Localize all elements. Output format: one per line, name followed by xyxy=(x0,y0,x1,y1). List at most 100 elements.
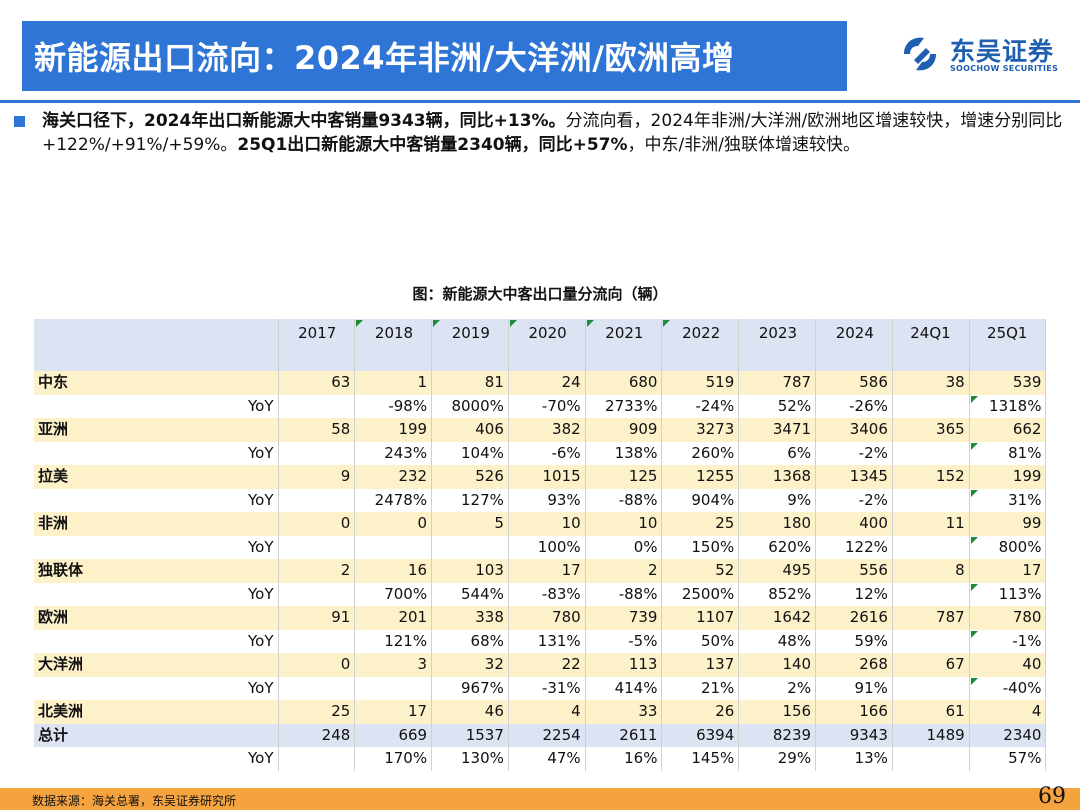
volume-cell: 519 xyxy=(661,371,740,395)
volume-cell: 46 xyxy=(431,700,509,724)
yoy-cell xyxy=(278,535,356,559)
yoy-cell: 52% xyxy=(738,394,817,418)
yoy-cell: -88% xyxy=(585,488,663,512)
cell-marker-icon xyxy=(970,677,978,685)
volume-cell: 9 xyxy=(278,465,356,489)
yoy-spacer xyxy=(34,488,130,512)
yoy-cell xyxy=(892,676,970,700)
region-name: 亚洲 xyxy=(34,418,279,442)
yoy-label: YoY xyxy=(130,441,279,465)
header-year-label: 2019 xyxy=(451,324,490,342)
volume-cell: 58 xyxy=(278,418,356,442)
region-row: 中东 63 1 81 24 680 519 787 586 38 539 xyxy=(34,371,1047,395)
yoy-cell: 93% xyxy=(508,488,586,512)
header-year: 2020 xyxy=(508,319,586,371)
yoy-value: -1% xyxy=(1012,631,1042,650)
header-year-label: 2017 xyxy=(298,324,337,342)
volume-cell: 1 xyxy=(354,371,433,395)
cell-marker-icon xyxy=(509,320,517,327)
header-year-label: 24Q1 xyxy=(910,324,951,342)
yoy-row: YoY 700% 544% -83% -88% 2500% 852% 12% 113% xyxy=(34,582,1047,606)
volume-cell: 201 xyxy=(354,606,433,630)
volume-cell: 3406 xyxy=(815,418,893,442)
yoy-cell: 8000% xyxy=(431,394,509,418)
header-empty-cell xyxy=(34,319,279,371)
yoy-cell: 414% xyxy=(585,676,663,700)
volume-cell: 25 xyxy=(278,700,356,724)
yoy-cell: 260% xyxy=(661,441,740,465)
volume-cell: 4 xyxy=(969,700,1047,724)
region-row: 欧洲 91 201 338 780 739 1107 1642 2616 787 780 xyxy=(34,606,1047,630)
yoy-cell: 113% xyxy=(969,582,1047,606)
title-bar: 新能源出口流向：2024年非洲/大洋洲/欧洲高增 xyxy=(22,21,847,91)
yoy-cell: 47% xyxy=(508,747,586,771)
volume-cell: 586 xyxy=(815,371,893,395)
volume-cell: 2 xyxy=(278,559,356,583)
yoy-cell xyxy=(431,535,509,559)
header-year-label: 25Q1 xyxy=(987,324,1028,342)
volume-cell: 22 xyxy=(508,653,586,677)
volume-cell: 780 xyxy=(969,606,1047,630)
region-row: 北美洲 25 17 46 4 33 26 156 166 61 4 xyxy=(34,700,1047,724)
volume-cell: 669 xyxy=(354,723,433,747)
volume-cell: 909 xyxy=(585,418,663,442)
yoy-cell: -40% xyxy=(969,676,1047,700)
yoy-cell: -70% xyxy=(508,394,586,418)
volume-cell: 1255 xyxy=(661,465,740,489)
yoy-value: 1318% xyxy=(989,396,1042,415)
volume-cell: 539 xyxy=(969,371,1047,395)
volume-cell: 268 xyxy=(815,653,893,677)
yoy-cell: 104% xyxy=(431,441,509,465)
volume-cell: 10 xyxy=(585,512,663,536)
total-row: 总计 248 669 1537 2254 2611 6394 8239 9343 1489 2340 xyxy=(34,723,1047,747)
yoy-cell: 122% xyxy=(815,535,893,559)
region-name: 中东 xyxy=(34,371,279,395)
header-year-label: 2018 xyxy=(374,324,414,342)
volume-cell: 365 xyxy=(892,418,970,442)
yoy-cell: -31% xyxy=(508,676,586,700)
volume-cell: 152 xyxy=(892,465,970,489)
yoy-cell: 50% xyxy=(661,629,740,653)
cell-marker-icon xyxy=(356,320,364,327)
yoy-cell: 150% xyxy=(661,535,740,559)
yoy-cell: 0% xyxy=(585,535,663,559)
yoy-cell: 100% xyxy=(508,535,586,559)
volume-cell: 787 xyxy=(892,606,970,630)
volume-cell: 0 xyxy=(278,512,356,536)
yoy-cell: 800% xyxy=(969,535,1047,559)
yoy-cell: -6% xyxy=(508,441,586,465)
yoy-spacer xyxy=(34,441,130,465)
volume-cell: 17 xyxy=(354,700,433,724)
yoy-cell: -2% xyxy=(815,488,893,512)
volume-cell: 99 xyxy=(969,512,1047,536)
header-year: 2019 xyxy=(431,319,509,371)
yoy-value: 81% xyxy=(1008,443,1042,462)
volume-cell: 1489 xyxy=(892,723,970,747)
volume-cell: 40 xyxy=(969,653,1047,677)
yoy-row: YoY 121% 68% 131% -5% 50% 48% 59% -1% xyxy=(34,629,1047,653)
logo-text-cn: 东吴证券 xyxy=(950,37,1055,66)
yoy-cell xyxy=(278,582,356,606)
yoy-cell: 138% xyxy=(585,441,663,465)
export-table: 2017 2018 2019 2020 2021 2022 2023 2024 24Q1 25Q1… xyxy=(34,319,1047,771)
yoy-cell: 6% xyxy=(738,441,817,465)
yoy-value: 31% xyxy=(1008,490,1042,509)
volume-cell: 2611 xyxy=(585,723,663,747)
volume-cell: 25 xyxy=(661,512,740,536)
figure-caption: 图：新能源大中客出口量分流向（辆） xyxy=(412,285,668,303)
header-year: 2023 xyxy=(738,319,817,371)
cell-marker-icon xyxy=(433,320,441,327)
region-name: 拉美 xyxy=(34,465,279,489)
volume-cell: 8239 xyxy=(738,723,817,747)
volume-cell: 8 xyxy=(892,559,970,583)
yoy-cell: 127% xyxy=(431,488,509,512)
summary-bold-2: 25Q1出口新能源大中客销量2340辆，同比+57% xyxy=(237,135,628,155)
header-year: 2021 xyxy=(585,319,663,371)
yoy-cell: -88% xyxy=(585,582,663,606)
volume-cell: 739 xyxy=(585,606,663,630)
yoy-row: YoY 243% 104% -6% 138% 260% 6% -2% 81% xyxy=(34,441,1047,465)
yoy-cell: 620% xyxy=(738,535,817,559)
yoy-cell xyxy=(892,582,970,606)
yoy-cell xyxy=(354,535,433,559)
yoy-cell: 145% xyxy=(661,747,740,771)
